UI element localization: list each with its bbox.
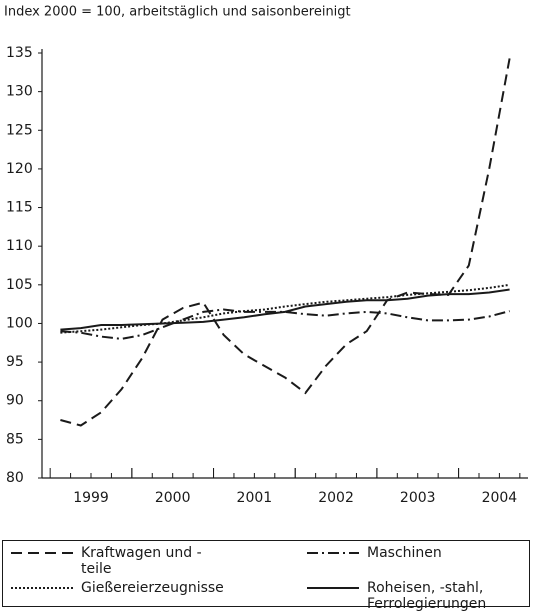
y-tick-label: 130 [6,84,33,100]
x-tick-label: 2002 [318,490,354,506]
x-tick-label: 2004 [482,490,518,506]
legend-label: Roheisen, -stahl, Ferrolegierungen [367,580,487,612]
legend-item: Kraftwagen und -teile [11,545,307,577]
series-line [60,288,510,331]
chart: Index 2000 = 100, arbeitstäglich und sai… [4,5,528,506]
y-tick-label: 90 [6,393,24,409]
legend-swatch [11,552,73,554]
legend-item: Gießereierzeugnisse [11,580,307,612]
legend-label: Gießereierzeugnisse [81,580,224,596]
legend-label: Kraftwagen und -teile [81,545,202,577]
y-tick-label: 80 [6,470,24,486]
y-tick-label: 110 [6,238,33,254]
y-tick-label: 125 [6,122,33,138]
legend: Kraftwagen und -teile Maschinen Gießereier… [2,540,530,612]
x-tick-label: 2001 [237,490,273,506]
series-line [60,308,510,340]
legend-swatch [11,587,73,589]
y-tick-label: 95 [6,354,24,370]
legend-swatch [307,587,359,589]
y-tick-label: 85 [6,431,24,447]
x-tick-label: 1999 [73,490,109,506]
legend-item: Maschinen [307,545,534,577]
y-tick-label: 135 [6,45,33,61]
y-tick-label: 100 [6,315,33,331]
series-line [60,58,511,427]
x-tick-label: 2003 [400,490,436,506]
legend-swatch [307,552,359,554]
legend-item: Roheisen, -stahl, Ferrolegierungen [307,580,534,612]
legend-label: Maschinen [367,545,442,561]
x-tick-label: 2000 [155,490,191,506]
y-tick-label: 105 [6,277,33,293]
y-tick-label: 120 [6,161,33,177]
y-tick-label: 115 [6,200,33,216]
subtitle: Index 2000 = 100, arbeitstäglich und sai… [4,5,351,20]
series-line [60,283,510,334]
